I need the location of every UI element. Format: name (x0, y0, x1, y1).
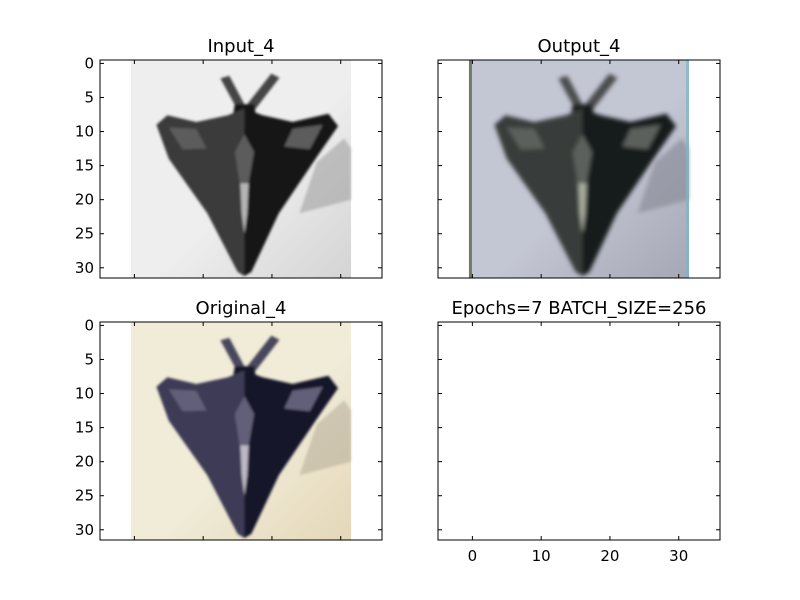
subplot-1: 0 5 10 15 20 25 30 Input_4 (75, 36, 383, 279)
subplot-title: Epochs=7 BATCH_SIZE=256 (452, 298, 707, 319)
x-tick-label: 10 (532, 547, 551, 565)
y-tick-label: 10 (75, 123, 94, 141)
y-tick-label: 15 (75, 419, 94, 437)
y-tick-label: 20 (75, 191, 94, 209)
axes-frame (99, 321, 383, 541)
y-tick-label: 0 (84, 316, 94, 334)
subplot-2: Output_4 (437, 36, 721, 279)
y-tick-label: 5 (84, 350, 94, 368)
image-edge-right (686, 60, 690, 278)
y-tick-label: 15 (75, 157, 94, 175)
subplot-title: Original_4 (196, 298, 287, 319)
aircraft-silhouette (156, 335, 351, 538)
aircraft-silhouette (156, 73, 351, 277)
image-plot (468, 60, 690, 278)
x-tick-label: 30 (669, 547, 688, 565)
subplot-4: 0 10 20 30 Epochs=7 BATCH_SIZE=256 (437, 298, 721, 565)
image-edge-left (468, 60, 472, 278)
subplot-3: 0 5 10 15 20 25 30 Original_4 (75, 298, 383, 541)
y-tick-label: 30 (75, 521, 94, 539)
axes-frame (437, 321, 721, 541)
y-tick-label: 5 (84, 88, 94, 106)
y-tick-label: 30 (75, 259, 94, 277)
image-plot (130, 60, 352, 278)
x-tick-label: 20 (600, 547, 619, 565)
y-tick-label: 25 (75, 487, 94, 505)
aircraft-silhouette (494, 73, 689, 277)
image-plot (130, 322, 352, 540)
y-tick-label: 10 (75, 385, 94, 403)
axes-frame (99, 59, 383, 279)
x-tick-label: 0 (468, 547, 478, 565)
y-tick-label: 25 (75, 225, 94, 243)
y-tick-label: 0 (84, 54, 94, 72)
subplot-title: Input_4 (207, 36, 274, 57)
axes-frame (437, 59, 721, 279)
y-tick-label: 20 (75, 453, 94, 471)
subplot-title: Output_4 (538, 36, 621, 57)
